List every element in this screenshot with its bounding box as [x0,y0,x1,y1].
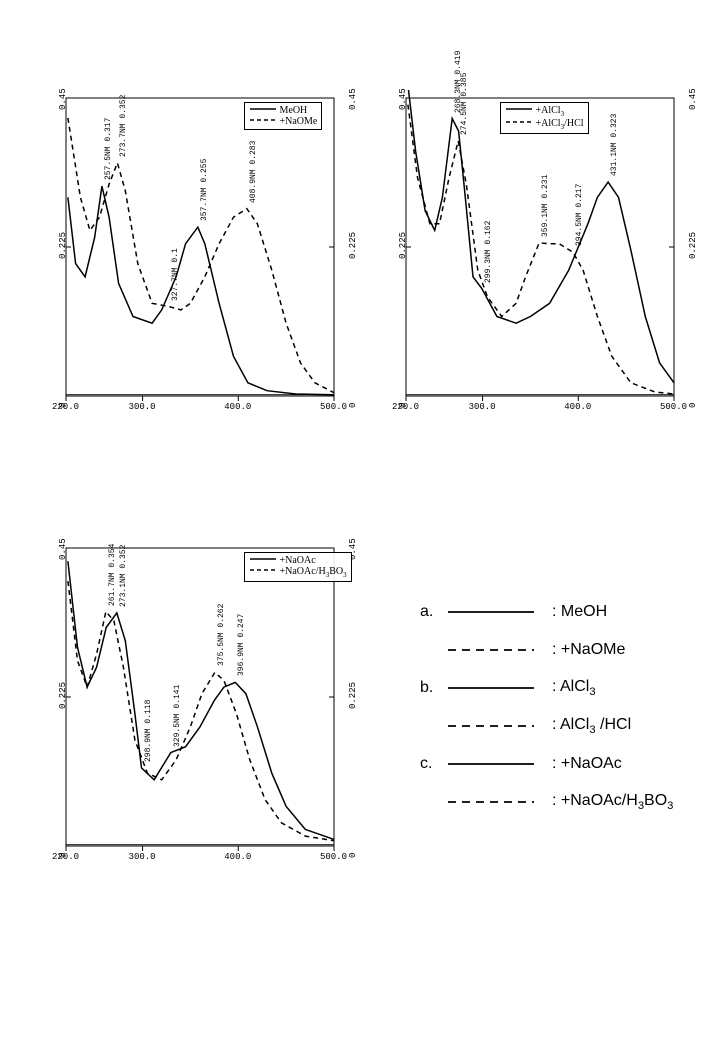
key-letter: c. [420,755,446,773]
peak-label: 408.9NM 0.283 [249,140,258,202]
peak-label: 396.9NM 0.247 [237,614,246,676]
spectrum-plot-c: 000.2250.2250.450.45220.0300.0400.0500.0… [40,540,360,870]
y-tick-label-right: 0 [348,853,358,858]
x-tick-label: 220.0 [52,402,79,412]
legend-key-panel: a. : MeOH : +NaOMe b. : AlCl3 : AlCl3 /HCl c.:… [420,600,673,828]
inline-legend: +AlCl3 +AlCl3/HCl [500,102,589,134]
peak-label: 274.5NM 0.385 [460,73,469,135]
solid-line-icon [446,682,536,694]
series-+NaOAc/H3BO3 [68,581,334,841]
y-tick-label-right: 0.225 [348,682,358,709]
y-tick-label: 0.45 [398,88,408,110]
key-row: : AlCl3 /HCl [420,714,673,738]
peak-label: 375.5NM 0.262 [217,604,226,666]
x-tick-label: 220.0 [52,852,79,862]
dashed-line-icon [446,796,536,808]
y-tick-label: 0.45 [58,88,68,110]
key-label: : +NaOAc/H3BO3 [552,792,673,812]
peak-label: 394.5NM 0.217 [575,184,584,246]
solid-line-icon [505,105,533,113]
inline-legend: MeOH +NaOMe [244,102,322,130]
inline-legend-label: MeOH [277,105,307,116]
key-letter: b. [420,679,446,697]
inline-legend-row: MeOH [249,105,317,116]
y-tick-label: 0.225 [58,232,68,259]
y-tick-label: 0.225 [398,232,408,259]
dashed-line-icon [249,566,277,574]
key-row: : +NaOMe [420,638,673,662]
spectrum-plot-a: 000.2250.2250.450.45220.0300.0400.0500.0… [40,90,360,420]
x-tick-label: 300.0 [129,852,156,862]
y-tick-label-right: 0 [348,403,358,408]
solid-line-icon [446,606,536,618]
peak-label: 357.7NM 0.255 [200,159,209,221]
peak-label: 273.7NM 0.352 [119,94,128,156]
inline-legend: +NaOAc +NaOAc/H3BO3 [244,552,352,582]
peak-label: 431.1NM 0.323 [610,114,619,176]
x-tick-label: 220.0 [392,402,419,412]
plot-svg [380,90,700,420]
y-tick-label-right: 0 [688,403,698,408]
x-tick-label: 300.0 [129,402,156,412]
x-tick-label: 400.0 [224,402,251,412]
y-tick-label-right: 0.45 [348,88,358,110]
plot-svg [40,540,360,870]
key-row: : +NaOAc/H3BO3 [420,790,673,814]
inline-legend-row: +AlCl3/HCl [505,118,584,131]
page-root: 0 0 0.225 0.225 0.45 0.45 220.0 300.0 400.0 500.0… [0,0,720,1040]
inline-legend-row: +NaOAc/H3BO3 [249,566,347,579]
key-label: : +NaOMe [552,641,625,659]
x-tick-label: 500.0 [320,852,347,862]
y-tick-label: 0.225 [58,682,68,709]
key-label: : +NaOAc [552,755,622,773]
dashed-line-icon [446,644,536,656]
x-tick-label: 300.0 [469,402,496,412]
key-row: c. : +NaOAc [420,752,673,776]
dashed-line-icon [505,118,533,126]
solid-line-icon [446,758,536,770]
inline-legend-label: +NaOAc/H3BO3 [277,566,347,577]
peak-label: 329.5NM 0.141 [173,684,182,746]
y-tick-label: 0.45 [58,538,68,560]
inline-legend-row: +AlCl3 [505,105,584,118]
solid-line-icon [249,105,277,113]
peak-label: 359.1NM 0.231 [541,175,550,237]
y-tick-label-right: 0.225 [348,232,358,259]
key-row: a. : MeOH [420,600,673,624]
key-label: : AlCl3 /HCl [552,716,631,736]
key-label: : MeOH [552,603,607,621]
inline-legend-label: +NaOAc [277,555,316,566]
x-tick-label: 500.0 [320,402,347,412]
solid-line-icon [249,555,277,563]
peak-label: 327.7NM 0.1 [171,248,180,301]
inline-legend-row: +NaOMe [249,116,317,127]
y-tick-label-right: 0.225 [688,232,698,259]
inline-legend-label: +NaOMe [277,116,317,127]
key-label: : AlCl3 [552,678,596,698]
peak-label: 257.5NM 0.317 [104,118,113,180]
dashed-line-icon [446,720,536,732]
key-row: b. : AlCl3 [420,676,673,700]
y-tick-label-right: 0.45 [688,88,698,110]
x-tick-label: 400.0 [224,852,251,862]
peak-label: 299.3NM 0.162 [484,220,493,282]
inline-legend-label: +AlCl3 [533,105,564,116]
x-tick-label: 500.0 [660,402,687,412]
key-letter: a. [420,603,446,621]
peak-label: 261.7NM 0.354 [108,543,117,605]
dashed-line-icon [249,116,277,124]
spectrum-plot-b: 000.2250.2250.450.45220.0300.0400.0500.0… [380,90,700,420]
inline-legend-label: +AlCl3/HCl [533,118,584,129]
plot-svg [40,90,360,420]
peak-label: 298.9NM 0.118 [144,699,153,761]
x-tick-label: 400.0 [564,402,591,412]
inline-legend-row: +NaOAc [249,555,347,566]
peak-label: 273.1NM 0.352 [119,544,128,606]
